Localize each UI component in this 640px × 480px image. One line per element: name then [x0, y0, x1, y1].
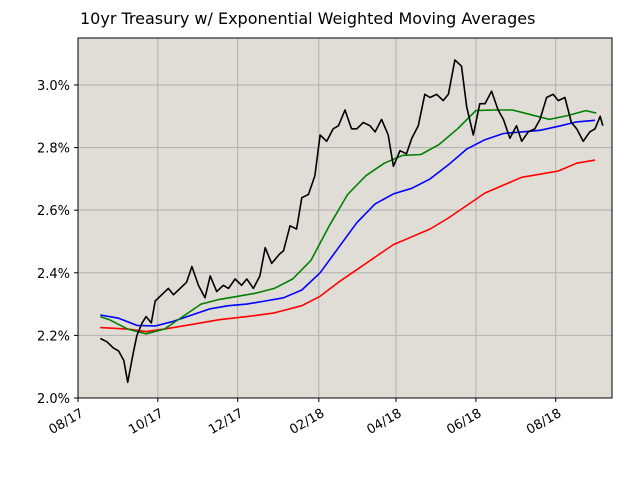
y-tick-label: 3.0% — [37, 79, 70, 94]
plot-area — [78, 38, 612, 398]
chart-title: 10yr Treasury w/ Exponential Weighted Mo… — [80, 9, 535, 28]
x-tick-label: 06/18 — [444, 406, 484, 438]
x-tick-label: 08/18 — [524, 406, 564, 438]
series-line-3 — [99, 59, 604, 384]
series-layer — [99, 59, 604, 384]
x-tick-label: 10/17 — [126, 406, 166, 438]
x-axis: 08/17 10/17 12/17 02/18 04/18 06/18 08/18 — [46, 398, 564, 438]
y-tick-label: 2.6% — [37, 204, 70, 219]
series-line-0 — [100, 159, 596, 333]
y-tick-label: 2.2% — [37, 329, 70, 344]
series-line-2 — [100, 109, 597, 335]
y-tick-label: 2.8% — [37, 142, 70, 157]
y-tick-label: 2.0% — [37, 392, 70, 407]
x-tick-label: 08/17 — [46, 406, 86, 438]
plot-frame — [77, 37, 613, 399]
x-tick-label: 04/18 — [364, 406, 404, 438]
y-tick-label: 2.4% — [37, 267, 70, 282]
x-tick-label: 12/17 — [206, 406, 246, 438]
y-axis: 2.0% 2.2% 2.4% 2.6% 2.8% 3.0% — [37, 79, 78, 407]
x-tick-label: 02/18 — [287, 406, 327, 438]
